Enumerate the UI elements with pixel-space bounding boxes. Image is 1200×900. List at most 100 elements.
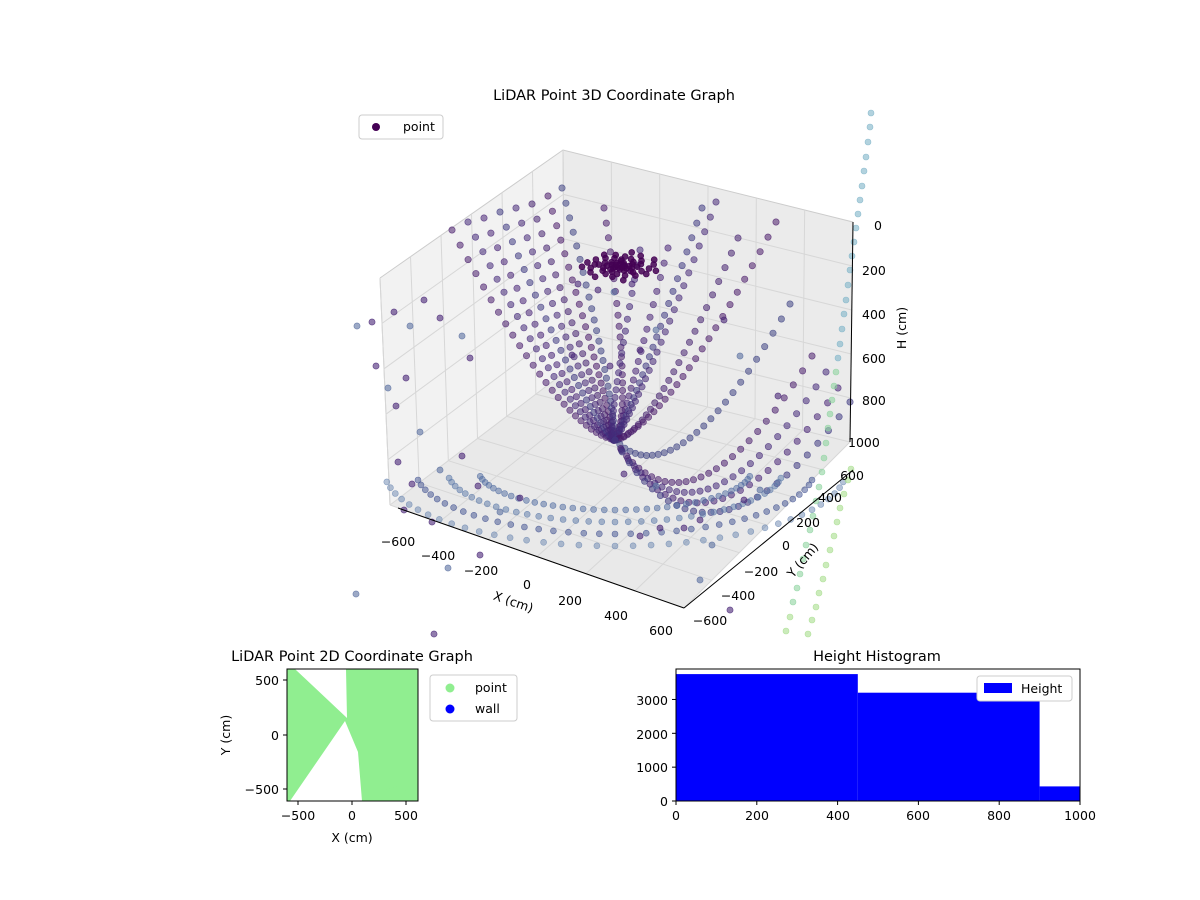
arc-point-62 xyxy=(531,320,539,328)
ring-point-681 xyxy=(424,511,432,519)
scatter-point-689 xyxy=(368,318,376,326)
scatter-point-713 xyxy=(430,630,438,638)
arc-point-179 xyxy=(599,387,607,395)
grid-back-left-5 xyxy=(532,171,537,395)
ring-point-551 xyxy=(682,500,690,508)
arc-point-306 xyxy=(657,322,665,330)
ring-point-665 xyxy=(683,538,690,546)
scatter-point-691 xyxy=(406,322,414,330)
arc-point-217 xyxy=(602,219,610,227)
arc-point-356 xyxy=(703,304,711,312)
y-tick-5: 400 xyxy=(818,490,842,505)
arc-point-93 xyxy=(561,356,569,364)
x2d-tick-1: 0 xyxy=(348,808,356,823)
scatter-point-735 xyxy=(606,362,614,370)
arc-point-275 xyxy=(646,313,654,321)
trail-point-816 xyxy=(828,396,836,404)
arc-point-382 xyxy=(741,275,749,283)
arc-point-475 xyxy=(680,488,688,496)
arc-point-276 xyxy=(643,325,651,333)
arc-point-503 xyxy=(677,497,685,505)
arc-point-270 xyxy=(664,244,672,252)
arc-point-493 xyxy=(764,466,772,474)
ring-point-571 xyxy=(495,487,502,495)
ring-point-592 xyxy=(650,517,658,524)
arc-point-201 xyxy=(595,337,603,345)
ring-point-603 xyxy=(512,508,520,516)
arc-point-277 xyxy=(640,337,648,345)
arc-point-255 xyxy=(612,386,620,394)
arc-point-123 xyxy=(581,379,589,387)
cluster-point-771 xyxy=(591,273,599,281)
arc-point-172 xyxy=(582,323,590,331)
arc-point-96 xyxy=(575,381,583,389)
arc-point-17 xyxy=(566,406,574,414)
arc-point-164 xyxy=(553,222,561,230)
ring-point-643 xyxy=(459,508,467,515)
y2d-tick-0: 500 xyxy=(255,673,279,688)
arc-point-41 xyxy=(556,381,564,389)
arc-point-397 xyxy=(644,413,652,421)
arc-point-145 xyxy=(572,330,580,338)
arc-point-32 xyxy=(500,288,508,296)
arc-point-421 xyxy=(666,446,674,454)
trail-point-821 xyxy=(818,468,826,476)
arc-point-139 xyxy=(547,258,555,266)
arc-point-59 xyxy=(513,284,521,292)
grid-height-right-1 xyxy=(563,193,853,267)
ring-point-656 xyxy=(808,506,816,514)
ring-point-621 xyxy=(763,508,771,515)
arc-point-459 xyxy=(822,368,830,376)
arc-point-538 xyxy=(618,448,626,456)
arc-point-393 xyxy=(667,388,675,396)
arc-point-536 xyxy=(633,469,641,477)
arc-point-190 xyxy=(562,199,570,207)
arc-point-411 xyxy=(737,378,745,386)
arc-point-432 xyxy=(808,352,816,360)
ring-point-555 xyxy=(643,505,651,513)
y-axis-line xyxy=(683,469,854,609)
arc-point-519 xyxy=(783,471,791,479)
z-tick-5: 1000 xyxy=(848,435,880,450)
ring-point-614 xyxy=(808,476,816,484)
scatter-point-710 xyxy=(476,551,484,559)
trail-point-805 xyxy=(850,238,858,246)
floor-pane xyxy=(390,372,850,608)
arc-point-361 xyxy=(675,359,683,367)
ring-point-604 xyxy=(502,506,510,513)
ring-point-669 xyxy=(611,542,619,550)
arc-point-419 xyxy=(679,439,687,447)
grid-height-left-2 xyxy=(383,238,565,370)
arc-point-110 xyxy=(523,234,531,242)
arc-point-246 xyxy=(628,289,636,297)
arc-point-247 xyxy=(626,303,634,311)
arc-point-33 xyxy=(507,301,515,309)
scatter-point-721 xyxy=(696,576,704,584)
ring-point-624 xyxy=(728,518,736,526)
x-tick-6: 600 xyxy=(649,623,673,638)
arc-point-471 xyxy=(712,482,720,490)
scatter-point-692 xyxy=(420,296,428,304)
ring-point-579 xyxy=(771,482,779,490)
arc-point-233 xyxy=(618,394,626,402)
arc-point-406 xyxy=(777,315,785,323)
trail-point-822 xyxy=(815,483,823,491)
ring-point-599 xyxy=(559,516,567,523)
legend-2d-marker-wall xyxy=(445,704,455,714)
arc-point-353 xyxy=(721,264,729,272)
arc-point-198 xyxy=(588,305,596,313)
arc-point-417 xyxy=(693,428,701,436)
arc-point-339 xyxy=(641,375,649,383)
z-tick-3: 600 xyxy=(862,351,886,366)
grid-back-left-3 xyxy=(471,213,478,439)
arc-point-399 xyxy=(634,422,642,430)
ring-point-685 xyxy=(391,490,399,497)
arc-point-206 xyxy=(604,382,612,390)
ring-point-654 xyxy=(825,495,832,503)
arc-point-175 xyxy=(590,353,598,361)
arc-point-226 xyxy=(616,333,624,341)
legend-hist-box xyxy=(976,675,1073,702)
scatter-point-732 xyxy=(636,346,644,354)
trail-point-845 xyxy=(804,630,812,638)
trail-point-827 xyxy=(799,555,807,563)
